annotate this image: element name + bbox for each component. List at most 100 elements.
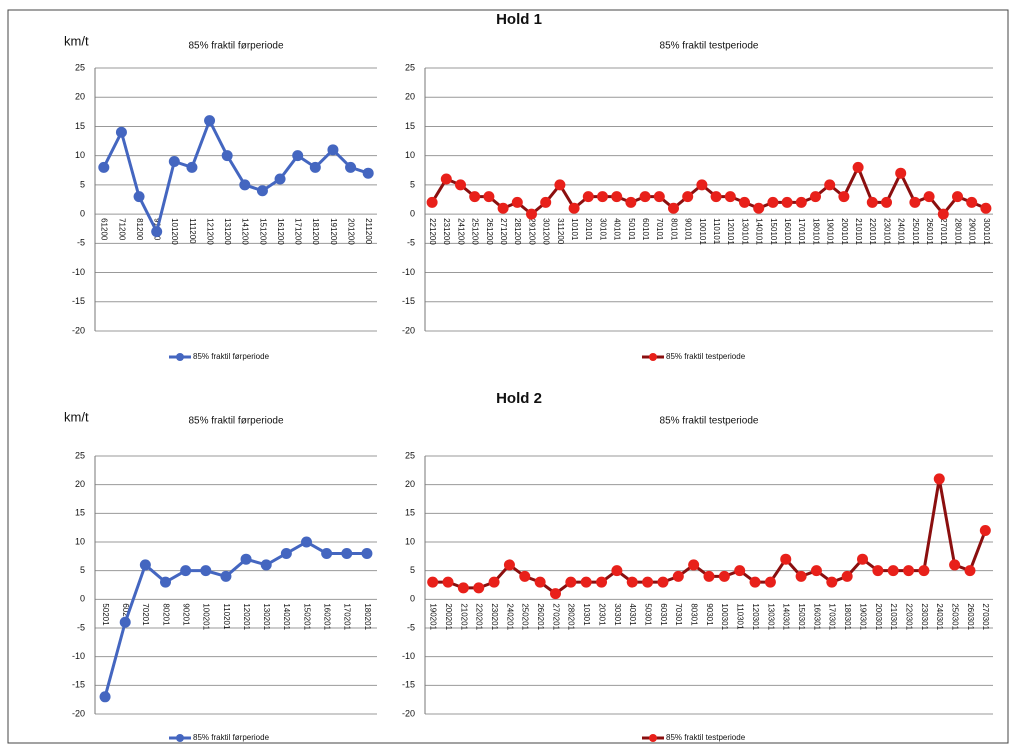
x-tick-label: 251200 xyxy=(471,218,480,245)
y-tick-label: -10 xyxy=(72,651,85,661)
x-tick-label: 210101 xyxy=(854,218,863,245)
data-point xyxy=(497,202,509,214)
x-tick-label: 171200 xyxy=(294,218,303,245)
x-tick-label: 250301 xyxy=(951,603,960,630)
y-tick-label: 25 xyxy=(405,450,415,460)
data-point xyxy=(696,179,708,191)
data-point xyxy=(119,616,131,628)
y-tick-label: -15 xyxy=(402,296,415,306)
x-tick-label: 20101 xyxy=(584,218,593,241)
unit-label: km/t xyxy=(64,33,89,48)
data-point xyxy=(274,173,286,185)
x-tick-label: 70201 xyxy=(141,603,150,626)
data-point xyxy=(949,559,961,571)
unit-label: km/t xyxy=(64,409,89,424)
x-tick-label: 70101 xyxy=(655,218,664,241)
y-tick-label: 10 xyxy=(405,536,415,546)
x-tick-label: 131200 xyxy=(223,218,232,245)
data-point xyxy=(98,161,110,173)
data-point xyxy=(767,196,779,208)
data-point xyxy=(204,115,216,127)
legend-label: 85% fraktil testperiode xyxy=(666,352,746,361)
x-tick-label: 180301 xyxy=(843,603,852,630)
x-tick-label: 10101 xyxy=(570,218,579,241)
y-tick-label: 25 xyxy=(405,62,415,72)
data-point xyxy=(764,576,776,588)
x-tick-label: 50101 xyxy=(627,218,636,241)
data-point xyxy=(653,191,665,203)
data-point xyxy=(734,565,746,577)
data-point xyxy=(672,570,684,582)
x-tick-label: 160201 xyxy=(323,603,332,630)
data-point xyxy=(887,565,899,577)
data-point xyxy=(115,126,127,138)
legend-label: 85% fraktil førperiode xyxy=(193,733,270,742)
x-tick-label: 60101 xyxy=(641,218,650,241)
x-tick-label: 270101 xyxy=(939,218,948,245)
legend-marker xyxy=(649,734,657,742)
chart-title: 85% fraktil førperiode xyxy=(188,416,283,427)
data-point xyxy=(442,576,454,588)
data-point xyxy=(688,559,700,571)
section-title: Hold 2 xyxy=(496,390,542,407)
x-tick-label: 101200 xyxy=(170,218,179,245)
section-title: Hold 1 xyxy=(496,11,542,28)
data-point xyxy=(488,576,500,588)
x-tick-label: 30101 xyxy=(598,218,607,241)
x-tick-label: 151200 xyxy=(258,218,267,245)
data-point xyxy=(309,161,321,173)
x-tick-label: 261200 xyxy=(485,218,494,245)
x-tick-label: 170101 xyxy=(797,218,806,245)
data-point xyxy=(503,559,515,571)
data-point xyxy=(824,179,836,191)
x-tick-label: 311200 xyxy=(556,218,565,245)
x-tick-label: 121200 xyxy=(205,218,214,245)
x-tick-label: 231200 xyxy=(442,218,451,245)
data-point xyxy=(979,525,991,537)
data-point xyxy=(221,150,233,162)
data-point xyxy=(133,191,145,203)
data-point xyxy=(857,553,869,565)
y-tick-label: -10 xyxy=(72,267,85,277)
data-point xyxy=(810,565,822,577)
legend-label: 85% fraktil testperiode xyxy=(666,733,746,742)
data-point xyxy=(626,576,638,588)
x-tick-label: 120301 xyxy=(751,603,760,630)
y-tick-label: -20 xyxy=(72,325,85,335)
x-tick-label: 160101 xyxy=(783,218,792,245)
y-tick-label: 25 xyxy=(75,450,85,460)
x-tick-label: 180101 xyxy=(811,218,820,245)
x-tick-label: 110301 xyxy=(736,603,745,630)
x-tick-label: 271200 xyxy=(499,218,508,245)
data-point xyxy=(781,196,793,208)
data-point xyxy=(540,196,552,208)
data-point xyxy=(852,161,864,173)
y-tick-label: 20 xyxy=(75,92,85,102)
y-tick-label: 20 xyxy=(75,479,85,489)
y-tick-label: 5 xyxy=(80,565,85,575)
x-tick-label: 280101 xyxy=(953,218,962,245)
data-point xyxy=(260,559,272,571)
y-tick-label: 20 xyxy=(405,479,415,489)
x-tick-label: 210201 xyxy=(459,603,468,630)
x-tick-label: 280201 xyxy=(567,603,576,630)
x-tick-label: 270301 xyxy=(981,603,990,630)
data-point xyxy=(256,185,268,197)
x-tick-label: 190301 xyxy=(858,603,867,630)
data-point xyxy=(703,570,715,582)
x-tick-label: 80101 xyxy=(669,218,678,241)
x-tick-label: 220101 xyxy=(868,218,877,245)
data-point xyxy=(937,208,949,220)
data-point xyxy=(301,536,312,548)
data-point xyxy=(580,576,592,588)
data-point xyxy=(838,191,850,203)
data-point xyxy=(220,570,232,582)
data-point xyxy=(668,202,679,214)
y-tick-label: -20 xyxy=(402,325,415,335)
x-tick-label: 291200 xyxy=(527,218,536,245)
y-tick-label: 25 xyxy=(75,62,85,72)
legend-label: 85% fraktil førperiode xyxy=(193,352,270,361)
data-point xyxy=(718,570,730,582)
y-tick-label: 10 xyxy=(405,150,415,160)
data-point xyxy=(918,565,930,577)
